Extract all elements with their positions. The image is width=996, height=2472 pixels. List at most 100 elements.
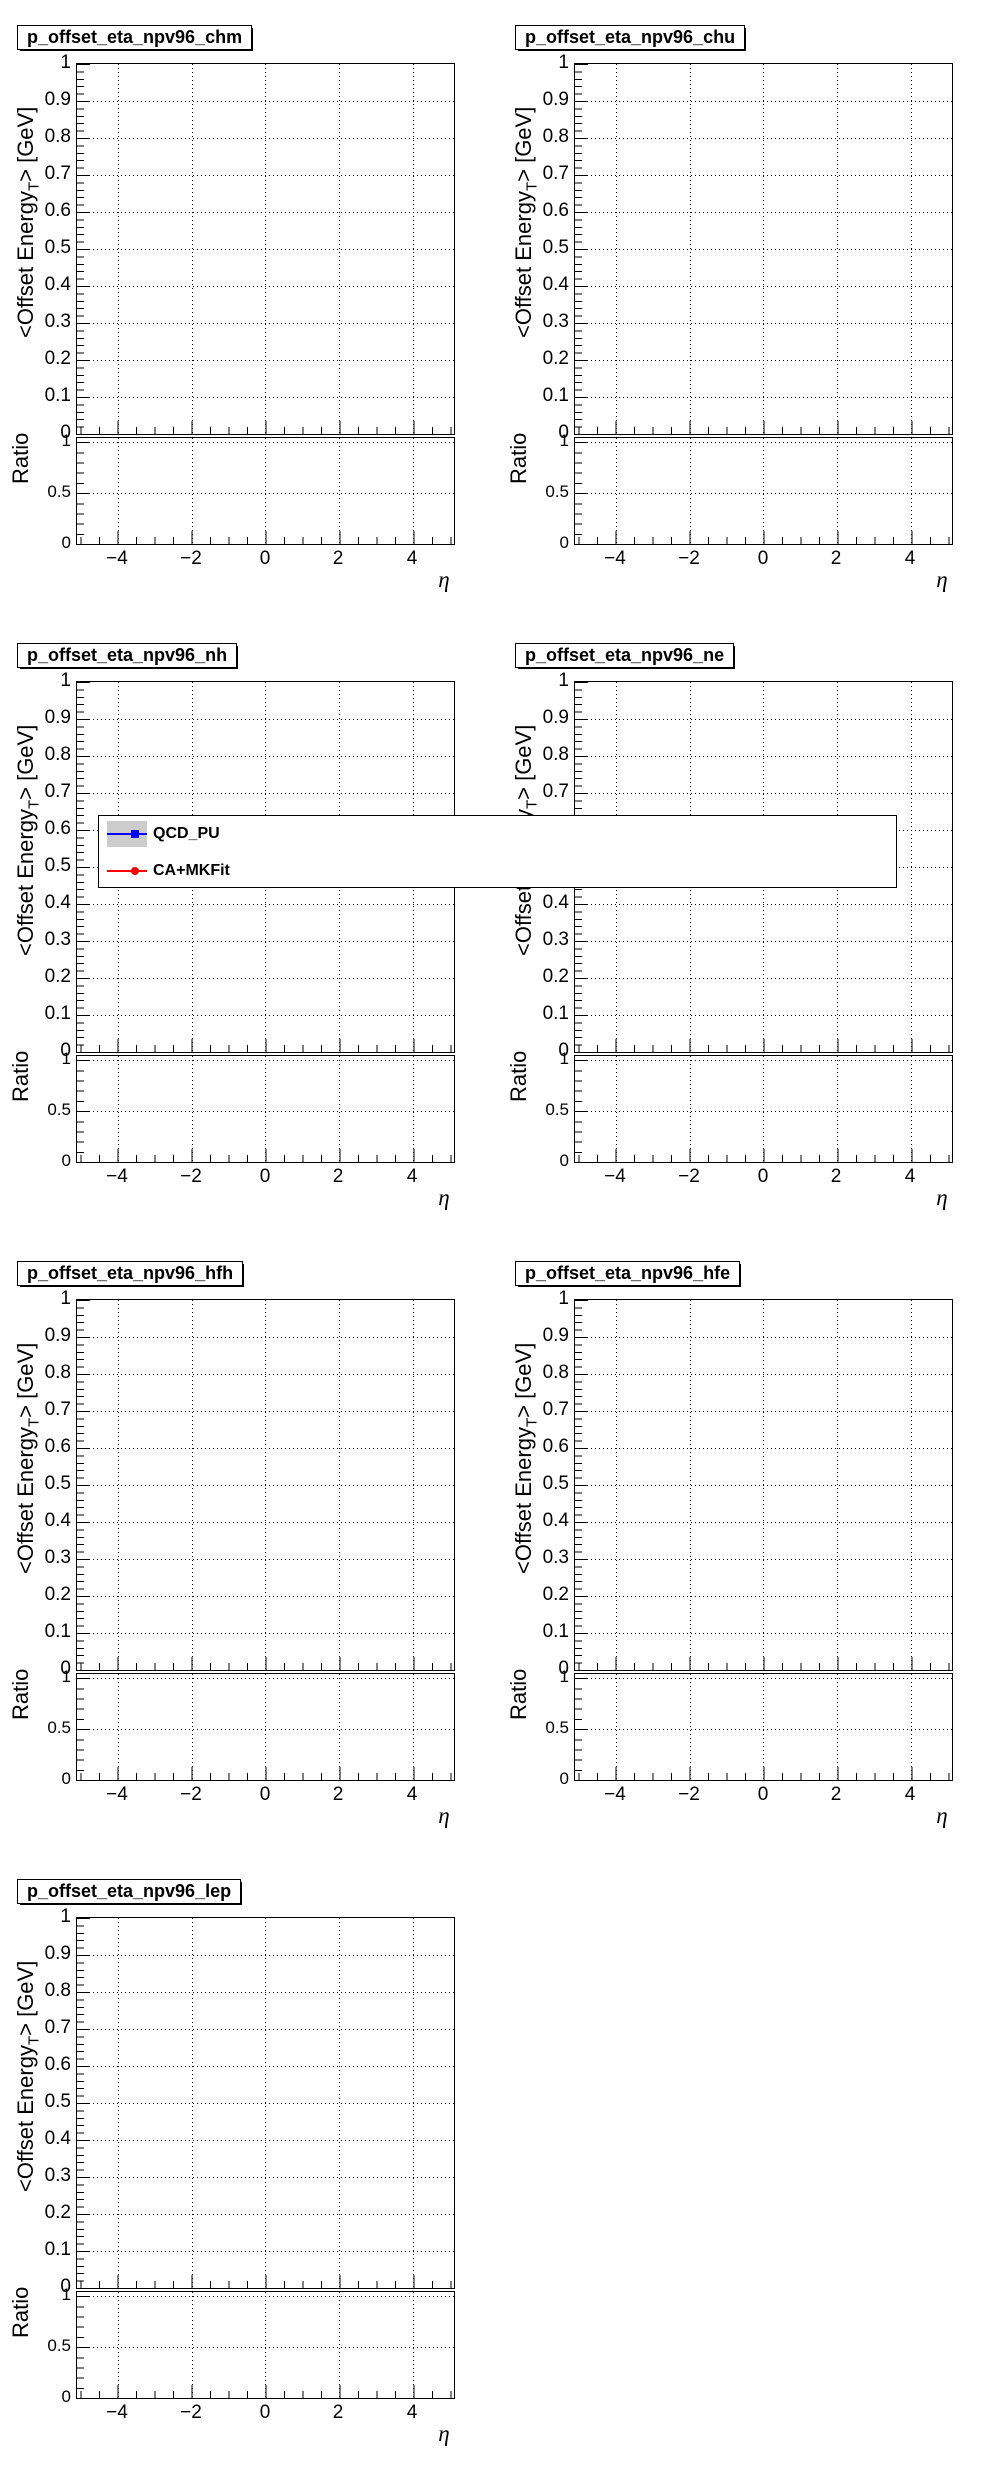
y-tick-label: 0.4 (542, 274, 569, 295)
gridline-y (77, 212, 454, 213)
x-tick-label: 4 (904, 1166, 916, 1187)
gridline-ratio-1 (77, 1060, 454, 1061)
x-tick-label: −2 (678, 548, 700, 569)
y-tick-label: 0.5 (44, 237, 71, 258)
plot-title-text: p_offset_eta_npv96_chu (525, 27, 736, 47)
y-tick-label: 0.4 (542, 1510, 569, 1531)
x-tick-label: 2 (332, 1784, 344, 1805)
x-axis-major-ticks (575, 1039, 952, 1052)
gridline-ratio-0p5 (575, 1111, 952, 1112)
gridline-x-2 (339, 438, 340, 544)
ratio-tick-label: 0 (61, 533, 71, 552)
x-tick-label: −2 (180, 2402, 202, 2423)
gridline-y (77, 286, 454, 287)
gridline-y (575, 1559, 952, 1560)
plot-title-box-lep: p_offset_eta_npv96_lep (17, 1879, 242, 1904)
x-tick-label: −2 (180, 548, 202, 569)
gridline-y (77, 2066, 454, 2067)
gridline-y (575, 1337, 952, 1338)
x-tick-label: −4 (106, 1166, 128, 1187)
plot-pad-chm: p_offset_eta_npv96_chm <Offset EnergyT> … (0, 0, 498, 618)
gridline-y (77, 1411, 454, 1412)
y-tick-label: 1 (558, 52, 569, 73)
x-axis-major-ticks (77, 421, 454, 434)
y-tick-label: 0.5 (542, 237, 569, 258)
x-axis-major-ticks (77, 2385, 454, 2398)
y-tick-label: 0 (558, 1658, 569, 1679)
ratio-tick-label: 0 (559, 533, 569, 552)
y-axis-major-ticks (77, 1918, 90, 2288)
y-tick-label: 0.7 (542, 1399, 569, 1420)
gridline-y (77, 1522, 454, 1523)
gridline-ratio-1 (77, 1678, 454, 1679)
legend-box: QCD_PU CA+MKFit (98, 815, 897, 888)
y-tick-label: 0.8 (44, 744, 71, 765)
y-tick-label: 0.2 (542, 348, 569, 369)
gridline-y (77, 249, 454, 250)
gridline-x-4 (911, 438, 912, 544)
gridline-x-0 (265, 438, 266, 544)
y-tick-label: 0 (60, 2276, 71, 2297)
y-tick-label: 0.9 (44, 707, 71, 728)
ratio-y-axis-major-ticks (575, 1674, 588, 1780)
x-axis-title-eta: η (438, 2421, 450, 2446)
y-tick-label: 0.9 (44, 89, 71, 110)
plot-pad-chu: p_offset_eta_npv96_chu <Offset EnergyT> … (498, 0, 996, 618)
y-tick-label: 0.2 (542, 966, 569, 987)
ratio-tick-label: 1 (559, 1049, 569, 1068)
x-tick-label: 0 (259, 548, 271, 569)
y-axis-major-ticks (77, 682, 90, 1052)
ratio-tick-label: 0.5 (47, 1100, 71, 1119)
plot-pad-lep: p_offset_eta_npv96_lep <Offset EnergyT> … (0, 1854, 498, 2472)
ratio-tick-label: 0 (61, 1151, 71, 1170)
y-tick-label: 0.7 (44, 2017, 71, 2038)
gridline-y (575, 1411, 952, 1412)
y-tick-label: 0.1 (44, 385, 71, 406)
gridline-y (575, 1374, 952, 1375)
x-axis-major-ticks (575, 1149, 952, 1162)
gridline-x-minus4 (616, 1056, 617, 1162)
y-tick-label: 0.1 (542, 1621, 569, 1642)
y-tick-label: 0.4 (44, 2128, 71, 2149)
gridline-y (575, 286, 952, 287)
y-tick-label: 0.6 (44, 2054, 71, 2075)
gridline-y (77, 2140, 454, 2141)
ca-mkfit-line (107, 870, 147, 872)
gridline-y (575, 1485, 952, 1486)
ratio-tick-label: 1 (61, 2285, 71, 2304)
gridline-y (77, 793, 454, 794)
x-tick-label: 2 (332, 1166, 344, 1187)
gridline-x-0 (763, 1674, 764, 1780)
y-tick-label: 0 (60, 1040, 71, 1061)
gridline-y (575, 756, 952, 757)
ratio-plot-frame (76, 2291, 455, 2399)
ratio-tick-label: 0 (559, 1769, 569, 1788)
gridline-x-2 (339, 2292, 340, 2398)
y-tick-label: 0.8 (542, 744, 569, 765)
x-axis-major-ticks (575, 531, 952, 544)
y-tick-label: 0.7 (542, 163, 569, 184)
gridline-y (77, 904, 454, 905)
y-tick-label: 0.4 (44, 892, 71, 913)
ratio-tick-label: 0.5 (47, 2336, 71, 2355)
y-tick-label: 0.5 (44, 855, 71, 876)
y-tick-label: 0 (558, 422, 569, 443)
x-axis-major-ticks (77, 1657, 454, 1670)
y-tick-label: 0.3 (44, 2165, 71, 2186)
gridline-y (575, 249, 952, 250)
x-tick-label: −4 (106, 548, 128, 569)
y-tick-label: 0.5 (44, 1473, 71, 1494)
ratio-tick-label: 0.5 (545, 482, 569, 501)
y-tick-label: 0.3 (44, 1547, 71, 1568)
plot-title-text: p_offset_eta_npv96_nh (27, 645, 228, 665)
x-axis-title-eta: η (936, 1803, 948, 1828)
gridline-x-0 (763, 1056, 764, 1162)
x-tick-label: −4 (106, 2402, 128, 2423)
ratio-y-axis-major-ticks (575, 438, 588, 544)
gridline-y (575, 1015, 952, 1016)
gridline-x-4 (413, 1056, 414, 1162)
x-tick-label: −4 (604, 1784, 626, 1805)
gridline-y (77, 1992, 454, 1993)
legend-label: CA+MKFit (153, 862, 230, 879)
gridline-y (575, 212, 952, 213)
